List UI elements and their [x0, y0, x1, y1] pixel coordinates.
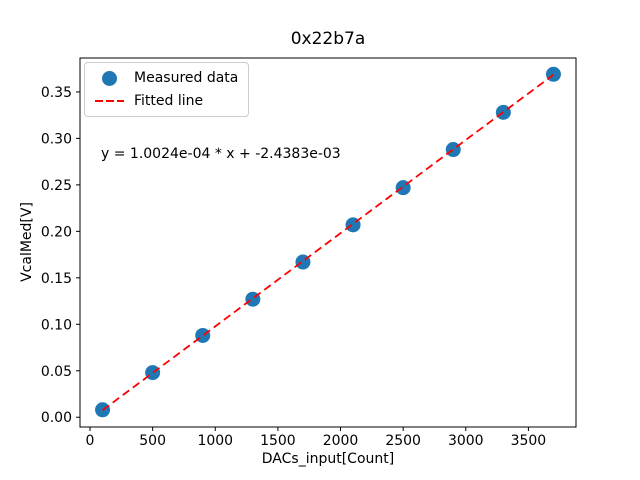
x-tick-label: 2000 — [323, 433, 359, 449]
x-tick-label: 0 — [86, 433, 95, 449]
legend-icon-wrapper — [94, 100, 124, 102]
fitted-line — [102, 74, 554, 411]
fit-equation-text: y = 1.0024e-04 * x + -2.4383e-03 — [101, 146, 341, 162]
y-tick-label: 0.25 — [41, 178, 72, 194]
x-tick-label: 1000 — [197, 433, 233, 449]
x-tick-label: 1500 — [260, 433, 296, 449]
x-tick-label: 500 — [139, 433, 166, 449]
data-point-marker — [195, 327, 211, 343]
legend-label-fitted-line: Fitted line — [134, 93, 204, 109]
y-tick-label: 0.05 — [41, 364, 72, 380]
y-axis-label: VcalMed[V] — [19, 202, 35, 282]
x-axis-label: DACs_input[Count] — [261, 451, 395, 467]
legend-item-fitted-line: Fitted line — [94, 90, 238, 112]
dashed-line-icon — [94, 100, 124, 102]
x-tick-label: 3500 — [511, 433, 547, 449]
y-tick-label: 0.15 — [41, 271, 72, 287]
y-tick-label: 0.10 — [41, 317, 72, 333]
y-tick-label: 0.00 — [41, 410, 72, 426]
legend-item-measured-data: Measured data — [94, 67, 238, 89]
chart-title: 0x22b7a — [290, 29, 366, 49]
legend: Measured data Fitted line — [84, 62, 250, 117]
scatter-marker-icon — [101, 70, 117, 86]
y-tick-label: 0.30 — [41, 131, 72, 147]
y-tick-label: 0.20 — [41, 224, 72, 240]
y-tick-label: 0.35 — [41, 85, 72, 101]
legend-icon-wrapper — [94, 70, 124, 86]
legend-label-measured-data: Measured data — [134, 70, 239, 86]
x-tick-label: 3000 — [448, 433, 484, 449]
axes-frame — [79, 57, 577, 428]
x-tick-label: 2500 — [385, 433, 421, 449]
